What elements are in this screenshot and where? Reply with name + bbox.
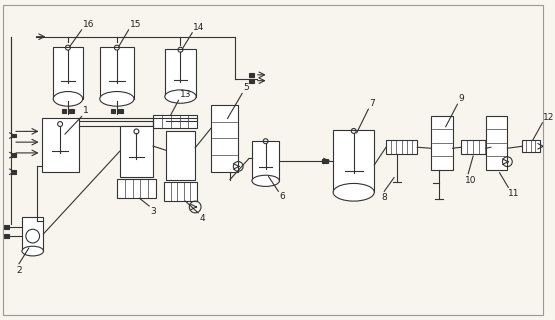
Bar xyxy=(4,225,9,229)
Text: 7: 7 xyxy=(370,99,375,108)
Bar xyxy=(211,105,238,172)
Text: 12: 12 xyxy=(543,113,555,122)
Bar xyxy=(11,133,16,138)
Text: 4: 4 xyxy=(199,214,205,223)
Bar xyxy=(4,234,9,238)
Text: 6: 6 xyxy=(279,192,285,201)
Bar xyxy=(11,153,16,157)
Bar xyxy=(153,115,197,128)
Bar xyxy=(386,140,417,154)
Bar xyxy=(250,73,254,77)
Text: 10: 10 xyxy=(466,176,477,185)
Bar xyxy=(431,116,452,170)
Text: 11: 11 xyxy=(508,189,520,198)
Bar xyxy=(252,141,279,181)
Text: 9: 9 xyxy=(458,94,464,103)
Text: 3: 3 xyxy=(150,207,156,216)
Bar xyxy=(53,47,83,99)
Text: 8: 8 xyxy=(381,193,387,202)
Ellipse shape xyxy=(100,92,134,106)
Bar xyxy=(333,130,374,192)
Bar xyxy=(522,140,539,152)
Text: 5: 5 xyxy=(243,84,249,92)
Bar xyxy=(42,118,79,172)
Bar xyxy=(11,170,16,174)
Text: 14: 14 xyxy=(193,23,205,32)
Ellipse shape xyxy=(53,92,83,106)
Bar xyxy=(100,47,134,99)
Ellipse shape xyxy=(22,246,43,256)
Bar xyxy=(250,79,254,83)
Bar xyxy=(486,116,507,170)
Bar xyxy=(22,217,43,251)
Bar xyxy=(69,109,74,113)
Bar xyxy=(165,49,196,97)
Bar xyxy=(461,140,491,154)
Bar xyxy=(322,158,328,164)
Text: 13: 13 xyxy=(179,90,191,99)
Text: 2: 2 xyxy=(16,266,22,275)
Text: 16: 16 xyxy=(83,20,94,29)
Text: 15: 15 xyxy=(130,20,141,29)
Ellipse shape xyxy=(252,175,279,187)
Bar xyxy=(120,126,153,177)
Bar xyxy=(117,179,156,198)
Bar xyxy=(62,109,67,113)
Bar xyxy=(164,181,197,201)
Ellipse shape xyxy=(165,90,196,103)
Bar xyxy=(118,109,123,113)
Bar xyxy=(166,131,195,180)
Ellipse shape xyxy=(333,183,374,201)
Bar xyxy=(110,109,115,113)
Text: 1: 1 xyxy=(83,107,88,116)
